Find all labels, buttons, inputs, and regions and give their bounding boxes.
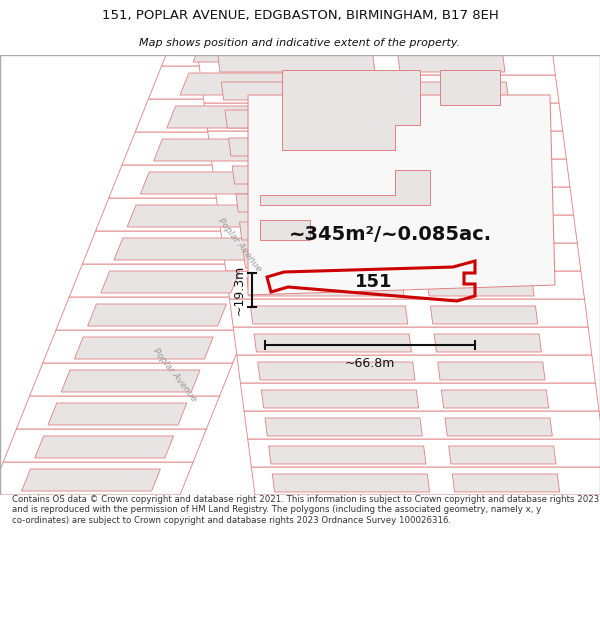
Polygon shape (239, 222, 397, 240)
Polygon shape (35, 436, 173, 458)
Text: Poplar Avenue: Poplar Avenue (151, 346, 199, 404)
Polygon shape (251, 467, 600, 495)
Polygon shape (262, 390, 419, 408)
Polygon shape (158, 55, 278, 495)
Polygon shape (154, 139, 292, 161)
Polygon shape (244, 411, 600, 439)
Polygon shape (88, 304, 226, 326)
Polygon shape (211, 159, 570, 187)
Polygon shape (101, 271, 239, 293)
Polygon shape (247, 278, 404, 296)
Polygon shape (215, 187, 574, 215)
Polygon shape (208, 131, 566, 159)
Polygon shape (82, 231, 286, 264)
Polygon shape (204, 103, 563, 131)
Polygon shape (16, 396, 220, 429)
Polygon shape (200, 75, 559, 103)
Polygon shape (440, 70, 500, 105)
Polygon shape (148, 66, 352, 99)
Text: Contains OS data © Crown copyright and database right 2021. This information is : Contains OS data © Crown copyright and d… (12, 495, 599, 525)
Polygon shape (22, 469, 160, 491)
Polygon shape (95, 198, 299, 231)
Polygon shape (198, 55, 556, 75)
Polygon shape (225, 110, 382, 128)
Polygon shape (197, 47, 553, 55)
Polygon shape (416, 194, 523, 212)
Polygon shape (61, 370, 200, 392)
Polygon shape (412, 166, 520, 184)
Polygon shape (127, 205, 266, 227)
Polygon shape (222, 243, 581, 271)
Polygon shape (260, 220, 310, 240)
Text: 151: 151 (355, 273, 392, 291)
Polygon shape (43, 330, 246, 363)
Text: Map shows position and indicative extent of the property.: Map shows position and indicative extent… (139, 38, 461, 48)
Polygon shape (250, 306, 408, 324)
Polygon shape (69, 264, 272, 297)
Polygon shape (29, 363, 233, 396)
Polygon shape (122, 132, 325, 165)
Polygon shape (226, 271, 584, 299)
Polygon shape (3, 429, 206, 462)
Polygon shape (109, 165, 312, 198)
Polygon shape (427, 278, 534, 296)
Polygon shape (398, 55, 505, 72)
Polygon shape (140, 172, 279, 194)
Polygon shape (233, 327, 592, 355)
Polygon shape (232, 166, 389, 184)
Polygon shape (0, 462, 193, 495)
Polygon shape (282, 70, 420, 150)
Polygon shape (230, 299, 588, 327)
Polygon shape (269, 446, 426, 464)
Polygon shape (248, 95, 555, 295)
Polygon shape (229, 138, 386, 156)
Polygon shape (254, 334, 412, 352)
Polygon shape (236, 194, 393, 212)
Polygon shape (445, 418, 553, 436)
Polygon shape (243, 250, 400, 268)
Polygon shape (405, 110, 512, 128)
Polygon shape (221, 82, 379, 100)
Polygon shape (258, 362, 415, 380)
Text: Poplar Avenue: Poplar Avenue (217, 216, 263, 274)
Polygon shape (56, 297, 259, 330)
Polygon shape (241, 383, 599, 411)
Polygon shape (128, 55, 248, 495)
Polygon shape (135, 99, 338, 132)
Polygon shape (438, 362, 545, 380)
Polygon shape (265, 418, 422, 436)
Text: ~66.8m: ~66.8m (345, 357, 395, 370)
Polygon shape (409, 138, 516, 156)
Text: ~19.3m: ~19.3m (233, 265, 246, 315)
Polygon shape (401, 82, 509, 100)
Polygon shape (74, 337, 213, 359)
Polygon shape (218, 215, 577, 243)
Polygon shape (161, 55, 356, 66)
Polygon shape (430, 306, 538, 324)
Polygon shape (423, 250, 530, 268)
Polygon shape (180, 73, 319, 95)
Polygon shape (248, 439, 600, 467)
Polygon shape (442, 390, 548, 408)
Polygon shape (218, 55, 375, 72)
Polygon shape (452, 474, 560, 492)
Polygon shape (419, 222, 527, 240)
Polygon shape (272, 474, 430, 492)
Polygon shape (193, 55, 326, 62)
Polygon shape (48, 403, 187, 425)
Polygon shape (449, 446, 556, 464)
Polygon shape (167, 106, 305, 128)
Polygon shape (114, 238, 253, 260)
Polygon shape (434, 334, 541, 352)
Text: 151, POPLAR AVENUE, EDGBASTON, BIRMINGHAM, B17 8EH: 151, POPLAR AVENUE, EDGBASTON, BIRMINGHA… (101, 9, 499, 22)
Polygon shape (260, 170, 430, 205)
Text: ~345m²/~0.085ac.: ~345m²/~0.085ac. (289, 226, 491, 244)
Polygon shape (237, 355, 595, 383)
